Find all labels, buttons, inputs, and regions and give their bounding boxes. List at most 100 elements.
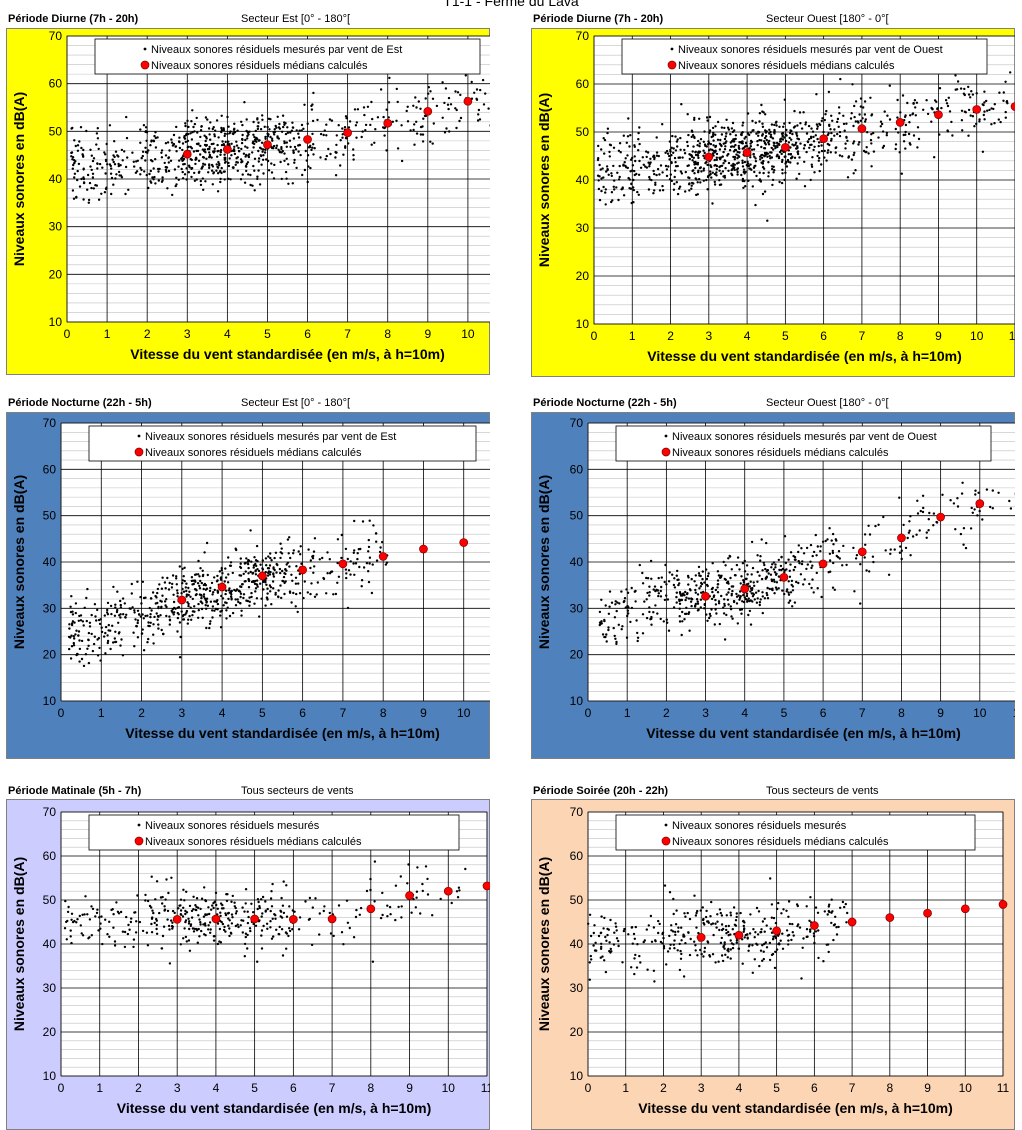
measured-point	[639, 166, 643, 169]
measured-point	[702, 169, 705, 172]
legend-dot-marker	[670, 47, 674, 51]
measured-point	[723, 947, 726, 950]
measured-point	[845, 563, 848, 567]
measured-point	[249, 173, 252, 177]
x-tick-label: 4	[224, 327, 231, 341]
measured-point	[215, 119, 219, 122]
measured-point	[684, 590, 687, 594]
measured-point	[967, 85, 970, 89]
measured-point	[192, 930, 196, 933]
measured-point	[177, 606, 181, 609]
measured-point	[336, 581, 339, 584]
measured-point	[818, 169, 821, 173]
measured-point	[104, 918, 107, 921]
measured-point	[802, 552, 806, 555]
measured-point	[982, 103, 985, 107]
measured-point	[220, 126, 223, 130]
measured-point	[600, 915, 603, 918]
measured-point	[206, 604, 210, 607]
measured-point	[367, 580, 371, 584]
measured-point	[199, 144, 202, 148]
measured-point	[197, 142, 200, 145]
measured-point	[194, 908, 197, 911]
measured-point	[729, 576, 732, 580]
measured-point	[280, 547, 283, 550]
measured-point	[208, 921, 212, 924]
measured-point	[244, 902, 247, 905]
measured-point	[613, 616, 617, 619]
measured-point	[444, 87, 448, 90]
measured-point	[710, 900, 713, 904]
measured-point	[648, 594, 651, 597]
measured-point	[80, 639, 84, 643]
measured-point	[711, 590, 714, 594]
measured-point	[183, 899, 186, 902]
measured-point	[749, 587, 753, 590]
measured-point	[865, 569, 868, 572]
measured-point	[277, 148, 280, 151]
measured-point	[669, 150, 672, 153]
measured-point	[256, 568, 259, 571]
measured-point	[256, 898, 260, 901]
measured-point	[759, 158, 762, 161]
measured-point	[631, 164, 635, 167]
measured-point	[682, 975, 686, 978]
measured-point	[221, 572, 224, 575]
measured-point	[252, 164, 255, 168]
measured-point	[695, 926, 698, 929]
measured-point	[296, 610, 299, 614]
measured-point	[728, 149, 732, 152]
measured-point	[367, 570, 370, 573]
measured-point	[385, 108, 388, 111]
measured-point	[777, 558, 780, 562]
measured-point	[258, 183, 262, 186]
measured-point	[653, 980, 656, 983]
measured-point	[720, 914, 724, 917]
measured-point	[820, 144, 823, 147]
measured-point	[693, 118, 696, 122]
measured-point	[346, 557, 349, 561]
measured-point	[271, 580, 275, 583]
measured-point	[178, 904, 181, 907]
measured-point	[797, 581, 800, 585]
measured-point	[786, 588, 789, 591]
measured-point	[761, 944, 764, 947]
x-tick-label: 5	[251, 1081, 258, 1095]
measured-point	[77, 619, 81, 622]
measured-point	[375, 540, 378, 543]
measured-point	[954, 88, 957, 91]
x-tick-label: 1	[624, 706, 631, 720]
measured-point	[677, 578, 680, 581]
measured-point	[155, 932, 159, 935]
measured-point	[266, 159, 270, 163]
measured-point	[798, 926, 802, 929]
measured-point	[108, 124, 112, 127]
measured-point	[836, 132, 839, 136]
legend	[615, 425, 992, 462]
measured-point	[312, 554, 315, 558]
measured-point	[926, 112, 930, 116]
measured-point	[323, 905, 326, 908]
measured-point	[647, 924, 650, 927]
measured-point	[814, 134, 817, 137]
measured-point	[862, 106, 865, 109]
measured-point	[239, 562, 242, 565]
measured-point	[224, 140, 227, 144]
measured-point	[791, 922, 794, 926]
measured-point	[126, 156, 129, 159]
measured-point	[176, 616, 180, 620]
measured-point	[789, 551, 793, 554]
measured-point	[292, 552, 295, 555]
measured-point	[424, 865, 428, 868]
measured-point	[723, 137, 727, 141]
measured-point	[274, 591, 277, 595]
measured-point	[260, 947, 264, 950]
measured-point	[705, 568, 708, 571]
measured-point	[211, 127, 214, 131]
measured-point	[709, 170, 712, 173]
measured-point	[646, 968, 649, 971]
measured-point	[270, 937, 274, 940]
measured-point	[708, 131, 711, 135]
measured-point	[241, 931, 244, 934]
measured-point	[106, 613, 110, 616]
